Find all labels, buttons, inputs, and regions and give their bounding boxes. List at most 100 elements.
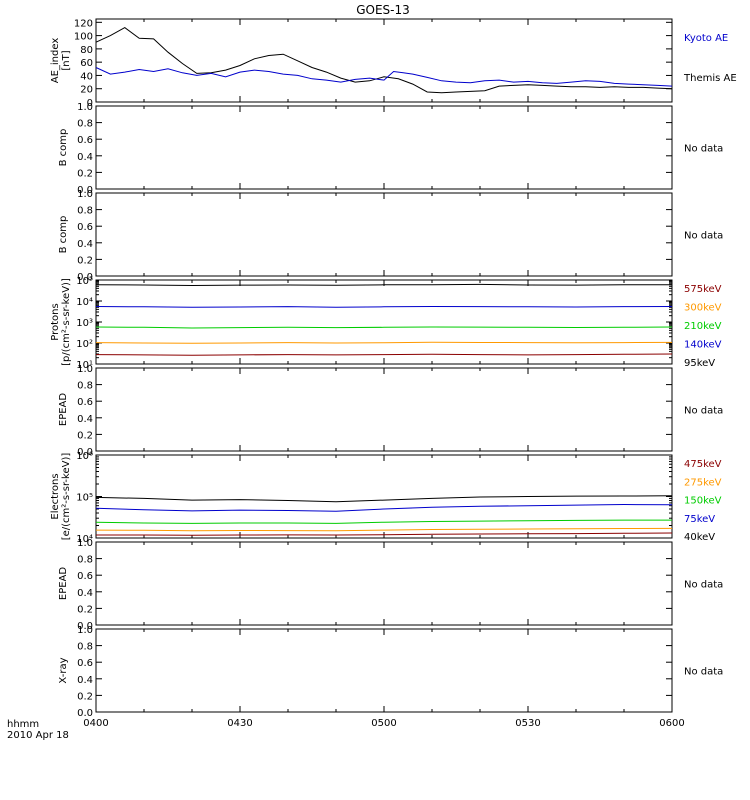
y-tick-label: 1.0 [77,538,93,549]
series-line-475kev [96,532,673,536]
time-axis-label-hhmm: hhmm [7,719,39,730]
series-line-75kev [95,503,673,512]
y-tick-label: 0.4 [77,675,93,686]
x-tick-label: 0400 [83,718,108,729]
y-tick-label: 0.2 [77,255,93,266]
no-data-label: No data [684,580,723,591]
x-tick-label: 0500 [371,718,396,729]
panel-frame [95,18,673,103]
x-tick-label: 0530 [515,718,540,729]
legend-entry: 475keV [684,459,722,470]
y-tick-label: 10¹ [76,360,93,371]
y-tick-label: 0.4 [77,414,93,425]
y-axis-label: EPEAD [58,567,69,601]
no-data-label: No data [684,231,723,242]
y-tick-label: 0.2 [77,604,93,615]
y-axis-label: X-ray [58,657,69,683]
panel-frame [95,105,673,190]
y-axis-label: B comp [58,216,69,254]
y-tick-label: 1.0 [77,364,93,375]
y-axis-label: [e/(cm²-s-sr-keV)] [61,453,72,541]
y-tick-label: 0 [87,98,93,109]
panels: 0 20 40 60 80 100 120 AE_index [nT] Kyoto AE Themi… [50,18,737,719]
legend-entry: 275keV [684,477,722,488]
legend-entry: Kyoto AE [684,33,728,44]
y-tick-label: 0.6 [77,658,93,669]
legend-entry: Themis AE [683,73,737,84]
y-tick-label: 10² [76,339,93,350]
y-tick-label: 0.8 [77,119,93,130]
y-tick-label: 10⁴ [76,534,93,545]
y-tick-label: 0.0 [77,272,93,283]
no-data-label: No data [684,667,723,678]
legend-entry: 150keV [684,496,722,507]
y-tick-label: 80 [80,45,93,56]
panel-epead1: 0.0 0.2 0.4 0.6 0.8 1.0 EPEAD No data [58,364,723,458]
y-tick-label: 1.0 [77,102,93,113]
legend-entry: 575keV [684,284,722,295]
y-tick-label: 0.6 [77,135,93,146]
no-data-label: No data [684,406,723,417]
y-tick-label: 0.0 [77,621,93,632]
panel-epead2: 0.0 0.2 0.4 0.6 0.8 1.0 EPEAD No data [58,538,723,632]
panel-frame [95,192,673,277]
series-line-575kev [95,353,673,356]
panel-xray: 0.0 0.2 0.4 0.6 0.8 1.0 X-ray No data [58,625,723,719]
y-axis-label: [nT] [61,50,72,70]
series-line-kyoto-ae [95,67,673,87]
x-tick-label: 0600 [659,718,684,729]
series-line-themis-ae [95,27,673,94]
y-tick-label: 0.8 [77,381,93,392]
y-tick-label: 1.0 [77,625,93,636]
legend-entry: 210keV [684,321,722,332]
y-tick-label: 0.4 [77,152,93,163]
series-line-275kev [95,527,673,532]
x-tick-label: 0430 [227,718,252,729]
panel-protons: 10¹ 10² 10³ 10⁴ 10⁵ Protons [p/(cm²-s-sr-keV)]… [50,276,722,371]
y-axis-label: AE_index [50,38,61,84]
y-tick-label: 100 [74,32,93,43]
y-tick-label: 10⁵ [76,276,93,287]
series-line-300kev [95,341,673,344]
figure-title: GOES-13 [356,3,410,17]
panel-ae: 0 20 40 60 80 100 120 AE_index [nT] Kyoto AE Themi… [50,18,737,109]
time-axis-label-date: 2010 Apr 18 [7,730,69,741]
panel-electrons: 10⁴ 10⁵ 10⁶ Electrons [e/(cm²-s-sr-keV)] 475k… [50,451,722,545]
series-line-140kev [95,305,673,308]
y-tick-label: 10³ [76,318,93,329]
panel-bcomp1: 0.0 0.2 0.4 0.6 0.8 1.0 B comp No data [58,102,723,196]
y-axis-label: Electrons [50,473,61,519]
panel-frame [95,367,673,452]
y-axis-label: [p/(cm²-s-sr-keV)] [61,278,72,366]
y-tick-label: 0.0 [77,708,93,719]
y-tick-label: 20 [80,85,93,96]
legend-entry: 300keV [684,303,722,314]
y-tick-label: 0.2 [77,168,93,179]
panel-frame [95,279,673,365]
y-tick-label: 0.8 [77,642,93,653]
y-tick-label: 0.0 [77,185,93,196]
legend-entry: 40keV [684,532,715,543]
y-tick-label: 0.4 [77,239,93,250]
y-tick-label: 10⁵ [76,493,93,504]
y-tick-label: 40 [80,71,93,82]
series-line-150kev [95,519,672,524]
time-axis: hhmm 2010 Apr 18 0400 0430 0500 0530 0600 [7,718,685,741]
legend-entry: 95keV [684,358,715,369]
y-axis-label: Protons [50,303,61,340]
legend-entry: 140keV [684,340,722,351]
y-tick-label: 10⁶ [76,451,93,462]
y-tick-label: 0.0 [77,447,93,458]
y-tick-label: 0.6 [77,571,93,582]
y-axis-label: B comp [58,129,69,167]
y-tick-label: 0.6 [77,222,93,233]
panel-frame [95,541,673,626]
y-tick-label: 10⁴ [76,297,93,308]
legend-entry: 75keV [684,514,715,525]
y-tick-label: 120 [74,18,93,29]
y-tick-label: 0.6 [77,397,93,408]
y-tick-label: 0.2 [77,691,93,702]
y-tick-label: 1.0 [77,189,93,200]
series-line-210kev [95,326,673,329]
